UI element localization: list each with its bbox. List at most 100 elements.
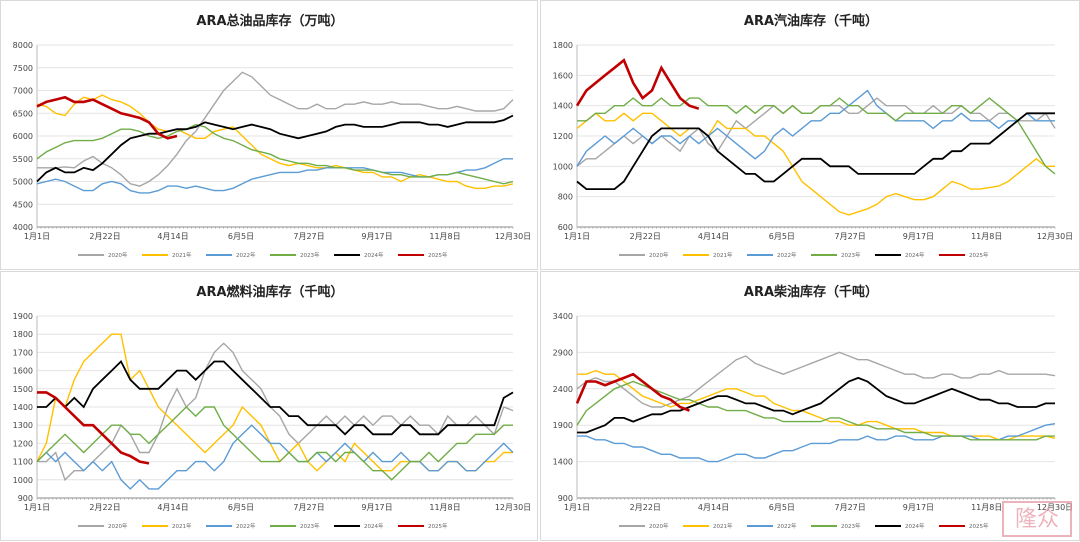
gasoline-series-line-1	[576, 112, 1055, 216]
diesel-x-tick-label: 11月8日	[971, 503, 1002, 512]
fueloil-y-tick-label: 1000	[13, 476, 33, 485]
diesel-legend-label: 2023年	[841, 522, 861, 530]
gasoline-y-tick-label: 800	[558, 193, 573, 202]
fueloil-legend-label: 2020年	[108, 522, 128, 530]
gasoline-x-tick-label: 2月22日	[630, 232, 661, 241]
diesel-x-tick-label: 12月30日	[1037, 503, 1073, 512]
fueloil-series-line-3	[36, 406, 513, 481]
gasoline-y-tick-label: 1200	[553, 132, 573, 141]
total-x-tick-label: 2月22日	[89, 232, 120, 241]
total-x-tick-label: 7月27日	[293, 232, 324, 241]
fueloil-series-line-1	[36, 333, 513, 472]
gasoline-series-line-3	[577, 97, 1056, 175]
fueloil-legend-label: 2023年	[300, 522, 320, 530]
diesel-legend-label: 2020年	[649, 522, 669, 530]
total-x-tick-label: 1月1日	[24, 232, 50, 241]
chart-panel-gasoline: ARA汽油库存（千吨） 600 800 1000 1200 1400 1600 1800 1月1…	[540, 0, 1080, 270]
total-legend-label: 2024年	[364, 251, 384, 259]
total-series-line-3	[36, 123, 514, 185]
total-legend-label: 2020年	[108, 251, 128, 259]
diesel-series-line-0	[576, 351, 1056, 408]
gasoline-legend-label: 2023年	[841, 251, 861, 259]
total-series-line-1	[36, 94, 514, 190]
total-y-tick-label: 4000	[13, 223, 33, 232]
gasoline-legend-label: 2024年	[905, 251, 925, 259]
total-legend-label: 2025年	[428, 251, 448, 259]
chart-panel-fueloil: ARA燃料油库存（千吨） 900 1000 1100 1200 1300 1400 1500 1…	[0, 271, 538, 541]
watermark-stamp: 隆众	[1002, 501, 1072, 537]
total-y-tick-label: 7500	[13, 64, 33, 73]
fueloil-x-tick-label: 4月14日	[157, 503, 188, 512]
fueloil-series-line-0	[37, 342, 514, 482]
total-series-line-0	[37, 71, 514, 187]
total-y-tick-label: 7000	[13, 87, 33, 96]
total-x-tick-label: 6月5日	[228, 232, 254, 241]
diesel-y-tick-label: 2900	[553, 348, 573, 357]
diesel-legend-label: 2022年	[777, 522, 797, 530]
gasoline-y-tick-label: 1000	[553, 162, 573, 171]
fueloil-x-tick-label: 7月27日	[293, 503, 324, 512]
gasoline-series-line-4	[576, 112, 1055, 191]
fueloil-x-tick-label: 6月5日	[228, 503, 254, 512]
fueloil-y-tick-label: 1900	[13, 312, 33, 321]
diesel-legend-label: 2025年	[969, 522, 989, 530]
diesel-legend-label: 2024年	[905, 522, 925, 530]
gasoline-legend-label: 2025年	[969, 251, 989, 259]
fueloil-y-tick-label: 1300	[13, 421, 33, 430]
total-x-tick-label: 12月30日	[495, 232, 531, 241]
gasoline-x-tick-label: 4月14日	[698, 232, 729, 241]
fueloil-x-tick-label: 12月30日	[495, 503, 531, 512]
diesel-x-tick-label: 1月1日	[564, 503, 590, 512]
gasoline-x-tick-label: 1月1日	[564, 232, 590, 241]
diesel-y-tick-label: 2400	[553, 385, 573, 394]
total-series-line-2	[36, 158, 513, 194]
fueloil-y-tick-label: 1600	[13, 367, 33, 376]
total-x-tick-label: 11月8日	[429, 232, 460, 241]
gasoline-x-tick-label: 7月27日	[835, 232, 866, 241]
diesel-y-tick-label: 3400	[553, 312, 573, 321]
gasoline-y-tick-label: 1800	[553, 41, 573, 50]
gasoline-series-line-5	[575, 58, 700, 110]
total-y-tick-label: 5500	[13, 155, 33, 164]
gasoline-series-line-2	[576, 89, 1055, 167]
total-legend-label: 2023年	[300, 251, 320, 259]
gasoline-chart-title: ARA汽油库存（千吨）	[744, 13, 878, 29]
diesel-x-tick-label: 9月17日	[903, 503, 934, 512]
diesel-legend-label: 2021年	[713, 522, 733, 530]
diesel-series-line-4	[577, 376, 1055, 434]
gasoline-x-tick-label: 11月8日	[971, 232, 1002, 241]
fueloil-x-tick-label: 11月8日	[429, 503, 460, 512]
fueloil-x-tick-label: 1月1日	[24, 503, 50, 512]
total-chart-title: ARA总油品库存（万吨）	[196, 13, 343, 29]
diesel-x-tick-label: 7月27日	[835, 503, 866, 512]
total-y-tick-label: 6000	[13, 132, 33, 141]
fueloil-y-tick-label: 1700	[13, 348, 33, 357]
gasoline-legend-label: 2022年	[777, 251, 797, 259]
total-y-tick-label: 5000	[13, 178, 33, 187]
diesel-y-tick-label: 1900	[553, 421, 573, 430]
chart-svg-gasoline: ARA汽油库存（千吨） 600 800 1000 1200 1400 1600 1800 1月1…	[553, 13, 1074, 259]
gasoline-legend-label: 2020年	[649, 251, 669, 259]
total-x-tick-label: 4月14日	[157, 232, 188, 241]
gasoline-y-tick-label: 1400	[553, 102, 573, 111]
fueloil-legend-label: 2024年	[364, 522, 384, 530]
diesel-x-tick-label: 6月5日	[769, 503, 795, 512]
total-series-line-5	[36, 95, 178, 140]
fueloil-series-line-5	[37, 391, 150, 465]
diesel-y-tick-label: 1400	[553, 458, 573, 467]
fueloil-legend-label: 2025年	[428, 522, 448, 530]
chart-svg-fueloil: ARA燃料油库存（千吨） 900 1000 1100 1200 1300 1400 1500 1…	[13, 284, 532, 530]
fueloil-series-line-2	[36, 424, 514, 490]
diesel-x-tick-label: 4月14日	[698, 503, 729, 512]
gasoline-series-line-0	[576, 97, 1056, 167]
diesel-chart-title: ARA柴油库存（千吨）	[744, 284, 878, 300]
gasoline-x-tick-label: 12月30日	[1037, 232, 1073, 241]
chart-panel-total: ARA总油品库存（万吨） 4000 4500 5000 5500 6000 6500 7000…	[0, 0, 538, 270]
total-legend-label: 2022年	[236, 251, 256, 259]
fueloil-legend-label: 2022年	[236, 522, 256, 530]
diesel-series-line-5	[575, 372, 690, 412]
fueloil-series-line-4	[37, 360, 514, 436]
fueloil-y-tick-label: 1400	[13, 403, 33, 412]
fueloil-y-tick-label: 1100	[13, 458, 33, 467]
gasoline-x-tick-label: 6月5日	[769, 232, 795, 241]
